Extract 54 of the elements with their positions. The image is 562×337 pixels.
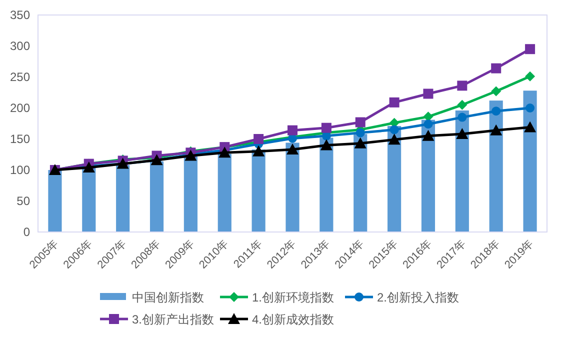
- legend-label: 4.创新成效指数: [252, 312, 334, 326]
- bar: [286, 142, 300, 232]
- point: [422, 130, 434, 141]
- bar: [455, 110, 469, 232]
- point: [355, 117, 366, 128]
- y-tick-label: 250: [10, 70, 30, 84]
- y-tick-label: 200: [10, 101, 30, 115]
- bar: [252, 150, 266, 232]
- point: [354, 137, 366, 148]
- point: [456, 128, 468, 140]
- point: [492, 106, 501, 116]
- point: [524, 121, 536, 132]
- point: [320, 139, 332, 150]
- legend-label: 中国创新指数: [132, 290, 204, 304]
- bar: [150, 161, 164, 232]
- bar: [82, 168, 96, 232]
- legend-label: 3.创新产出指数: [132, 312, 214, 326]
- y-tick-label: 300: [10, 39, 30, 53]
- bar: [354, 134, 368, 232]
- point: [424, 120, 433, 129]
- point: [252, 145, 265, 156]
- bar: [523, 90, 537, 232]
- bar: [116, 165, 130, 232]
- y-tick-label: 350: [10, 8, 30, 22]
- bar: [218, 154, 232, 232]
- bar: [48, 170, 62, 232]
- point: [288, 125, 298, 136]
- point: [389, 97, 400, 108]
- y-tick-label: 100: [10, 163, 30, 177]
- point: [390, 125, 399, 134]
- point: [388, 134, 400, 145]
- point: [321, 122, 332, 133]
- legend-label: 1.创新环境指数: [252, 290, 334, 304]
- point: [457, 100, 468, 110]
- point: [286, 144, 298, 155]
- point: [525, 44, 536, 54]
- y-tick-label: 50: [16, 194, 30, 208]
- point: [458, 112, 467, 122]
- point: [491, 86, 502, 96]
- point: [218, 146, 231, 158]
- y-tick-label: 150: [10, 132, 30, 146]
- bar: [184, 156, 198, 232]
- point: [525, 71, 536, 82]
- point: [423, 88, 434, 99]
- point: [457, 80, 468, 91]
- bar: [489, 100, 503, 232]
- point: [526, 104, 535, 112]
- y-tick-label: 0: [23, 225, 30, 239]
- point: [254, 134, 264, 144]
- point: [356, 128, 365, 138]
- bar: [320, 138, 334, 232]
- point: [491, 63, 502, 74]
- legend-label: 2.创新投入指数: [377, 290, 460, 304]
- point: [490, 124, 502, 136]
